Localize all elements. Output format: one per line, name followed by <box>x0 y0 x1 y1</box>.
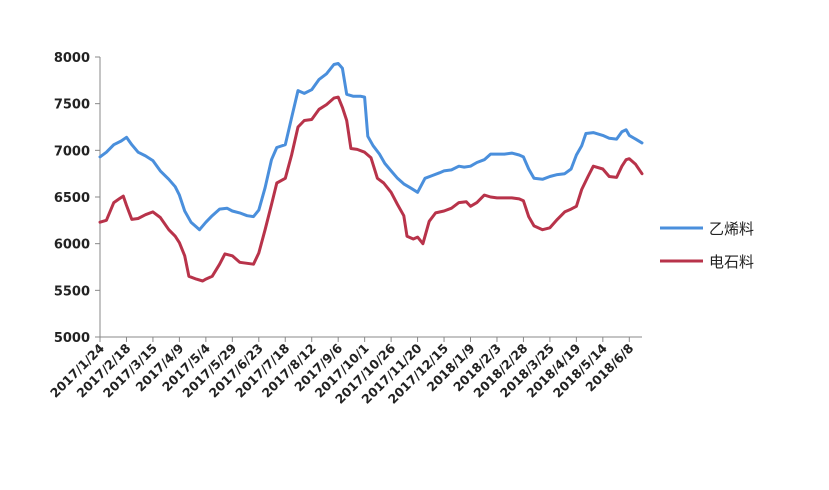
x-axis-ticks: 2017/1/242017/2/182017/3/152017/4/92017/… <box>47 337 636 407</box>
y-tick-label: 5000 <box>54 331 90 346</box>
legend-label: 电石料 <box>709 253 754 271</box>
series-line-2 <box>98 95 644 283</box>
y-tick-label: 7500 <box>54 98 90 113</box>
y-tick-label: 6500 <box>54 191 90 206</box>
y-axis-ticks: 5000 5500 6000 6500 7000 7500 8000 <box>54 51 100 346</box>
series-line-1 <box>98 62 644 232</box>
legend-label: 乙烯料 <box>709 220 754 238</box>
y-tick-label: 6000 <box>54 238 90 253</box>
y-tick-label: 7000 <box>54 144 90 159</box>
y-tick-label: 8000 <box>54 51 90 66</box>
series-layer <box>98 62 644 283</box>
y-tick-label: 5500 <box>54 284 90 299</box>
